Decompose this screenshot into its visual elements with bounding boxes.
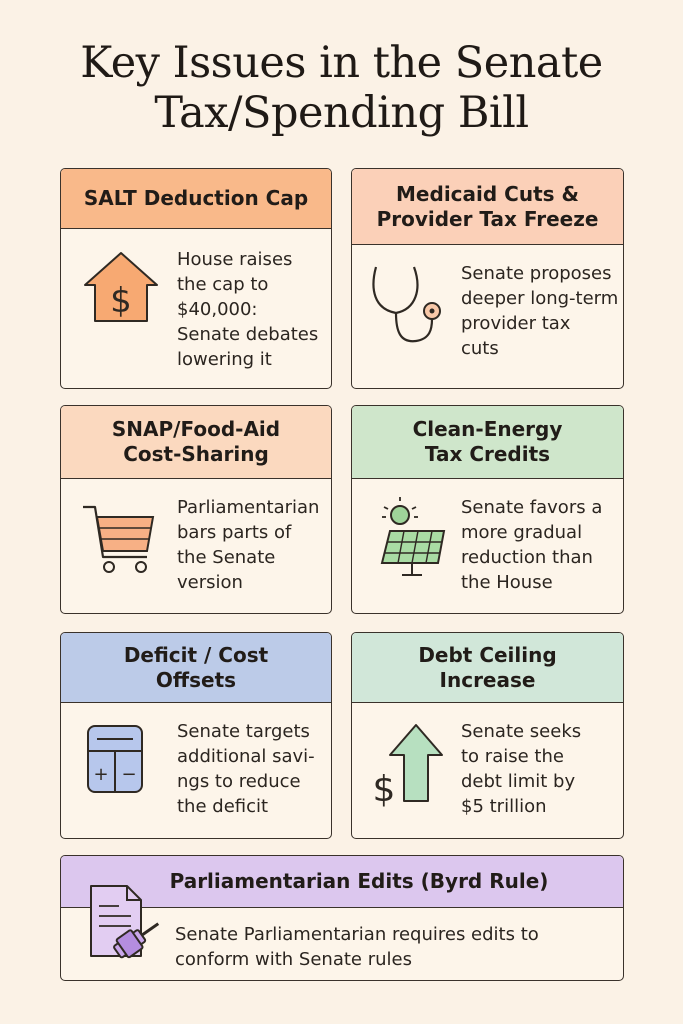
card-heading-line: Tax Credits [424,442,551,466]
card-header: Deficit / Cost Offsets [61,633,331,703]
card-heading-line: Debt Ceiling [418,642,557,667]
minus-glyph: − [121,764,136,785]
card-description: Senate seeks to raise the debt limit by … [461,721,582,817]
card-heading-line: Medicaid Cuts & [396,181,579,206]
card-salt-deduction-cap: SALT Deduction Cap $ House raises the ca… [60,168,332,389]
card-heading-line: Offsets [155,667,237,692]
stethoscope-icon [372,266,441,343]
card-clean-energy: Clean-Energy Tax Credits [351,405,624,614]
card-deficit-offsets: Deficit / Cost Offsets + − Senate target… [60,632,332,839]
card-heading: Parliamentarian Edits (Byrd Rule) [169,869,549,893]
card-heading-line: Provider Tax Freeze [376,206,599,231]
card-medicaid-cuts: Medicaid Cuts & Provider Tax Freeze Sena… [351,168,624,389]
card-description: Senate proposes deeper long-term provide… [461,263,619,359]
card-heading: SALT Deduction Cap [83,186,309,210]
title-line-2: Tax/Spending Bill [154,88,529,138]
card-description: Senate targets additional savi- ngs to r… [177,721,315,817]
card-heading-line: Increase [439,667,536,692]
plus-glyph: + [93,764,108,785]
card-header: Clean-Energy Tax Credits [352,406,623,479]
card-header: Debt Ceiling Increase [352,633,623,703]
card-header: SNAP/Food-Aid Cost-Sharing [61,406,331,479]
card-header: SALT Deduction Cap [61,169,331,229]
card-description: Senate favors a more gradual reduction t… [461,497,603,593]
card-parliamentarian-edits: Parliamentarian Edits (Byrd Rule) Senate… [60,855,624,981]
page-title: Key Issues in the Senate Tax/Spending Bi… [0,38,683,138]
dollar-glyph: $ [110,281,132,321]
title-line-1: Key Issues in the Senate [80,38,603,88]
card-heading-line: SNAP/Food-Aid [111,417,281,441]
house-dollar-icon: $ [84,252,158,322]
card-heading-line: Cost-Sharing [123,442,269,466]
card-description: Parliamentarian bars parts of the Senate… [177,497,320,593]
document-gavel-icon [90,885,160,959]
card-header: Medicaid Cuts & Provider Tax Freeze [352,169,623,245]
calculator-icon: + − [87,725,143,793]
dollar-up-arrow-icon: $ [373,724,443,807]
card-debt-ceiling: Debt Ceiling Increase $ Senate seeks to … [351,632,624,839]
shopping-cart-icon [83,505,155,573]
card-heading-line: Deficit / Cost [123,642,269,667]
card-description: House raises the cap to $40,000: Senate … [177,249,319,370]
card-description: Senate Parliamentarian requires edits to… [175,924,539,970]
solar-panel-icon [380,497,446,576]
card-snap-food-aid: SNAP/Food-Aid Cost-Sharing Parliamentari… [60,405,332,614]
card-heading-line: Clean-Energy [412,417,563,441]
dollar-glyph: $ [373,769,396,807]
card-header: Parliamentarian Edits (Byrd Rule) [61,856,623,908]
